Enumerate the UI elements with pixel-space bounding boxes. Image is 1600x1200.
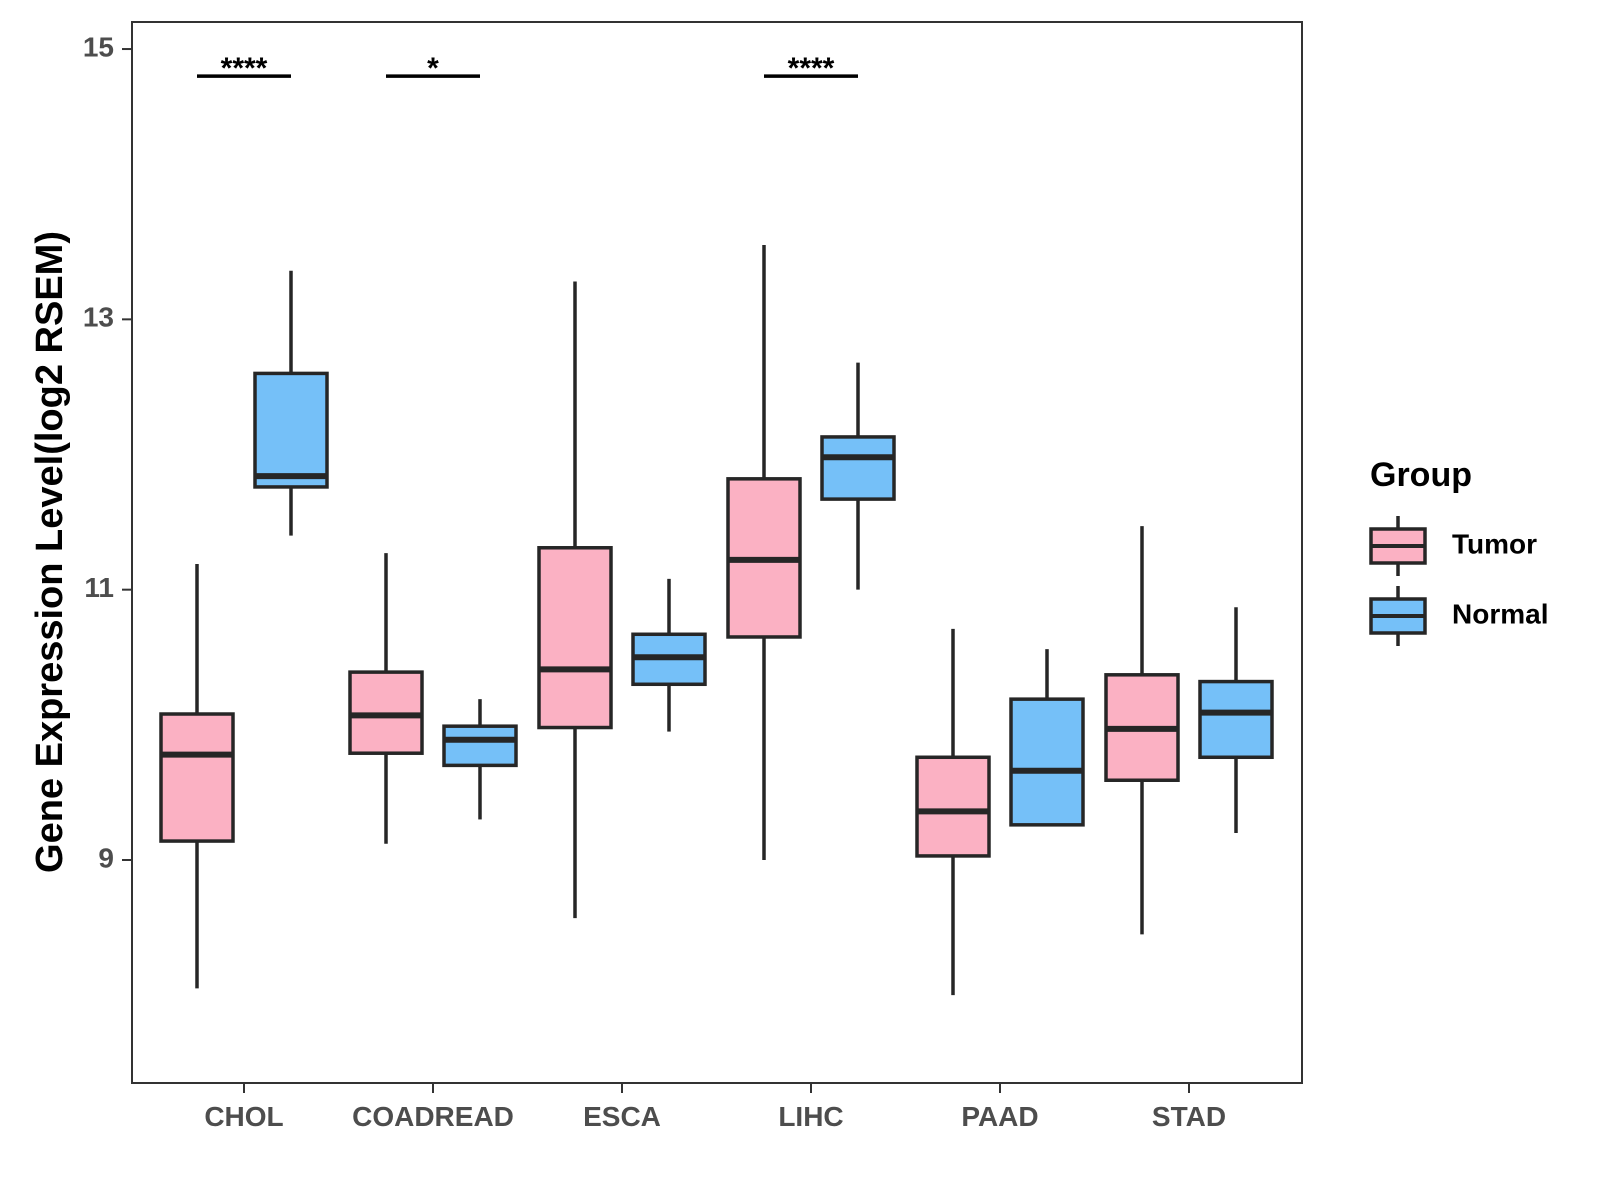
iqr-box-chol-tumor: [159, 712, 235, 843]
x-tick-label-chol: CHOL: [204, 1101, 283, 1132]
plot-area: [131, 21, 1303, 1084]
y-axis-title: Gene Expression Level(log2 RSEM): [29, 231, 71, 873]
significance-annotations: **** * ****: [197, 52, 858, 85]
iqr-box-esca-tumor: [537, 546, 613, 730]
legend-item-normal: Normal: [1369, 586, 1548, 646]
box-stad-tumor: [1104, 526, 1180, 935]
box-esca-tumor: [537, 281, 613, 919]
box-chol-tumor: [159, 563, 235, 989]
iqr-box-chol-normal: [253, 371, 329, 489]
y-tick-label-9: 9: [98, 842, 114, 873]
legend: Group Tumor Normal: [1369, 456, 1548, 646]
legend-label-normal: Normal: [1452, 598, 1548, 629]
iqr-box-paad-normal: [1009, 697, 1085, 827]
iqr-box-stad-normal: [1198, 679, 1274, 760]
box-groups: [159, 245, 1274, 996]
iqr-box-lihc-normal: [820, 435, 896, 501]
x-tick-label-coadread: COADREAD: [352, 1101, 514, 1132]
y-tick-label-15: 15: [83, 31, 114, 62]
iqr-box-paad-tumor: [915, 755, 991, 858]
legend-label-tumor: Tumor: [1452, 528, 1537, 559]
x-tick-label-esca: ESCA: [583, 1101, 661, 1132]
x-tick-label-paad: PAAD: [961, 1101, 1038, 1132]
axes: 9 11 13 15 CHOL COADREAD ESCA LIHC PAAD STAD: [83, 31, 1226, 1132]
box-stad-normal: [1198, 607, 1274, 833]
significance-label-coadread: *: [427, 52, 439, 85]
y-tick-label-11: 11: [84, 572, 114, 603]
box-coadread-tumor: [348, 553, 424, 844]
x-tick-label-lihc: LIHC: [778, 1101, 843, 1132]
plot-panel-border: [131, 21, 1303, 1084]
legend-title: Group: [1370, 456, 1472, 494]
iqr-box-coadread-normal: [442, 724, 518, 768]
legend-item-tumor: Tumor: [1369, 516, 1537, 576]
significance-label-lihc: ****: [788, 52, 835, 85]
y-tick-label-13: 13: [83, 302, 114, 333]
box-paad-tumor: [915, 628, 991, 996]
box-coadread-normal: [442, 699, 518, 820]
box-esca-normal: [631, 578, 707, 732]
significance-label-chol: ****: [221, 52, 268, 85]
box-chol-normal: [253, 270, 329, 536]
box-lihc-normal: [820, 362, 896, 590]
box-paad-normal: [1009, 649, 1085, 827]
box-lihc-tumor: [726, 245, 802, 860]
x-tick-label-stad: STAD: [1152, 1101, 1226, 1132]
